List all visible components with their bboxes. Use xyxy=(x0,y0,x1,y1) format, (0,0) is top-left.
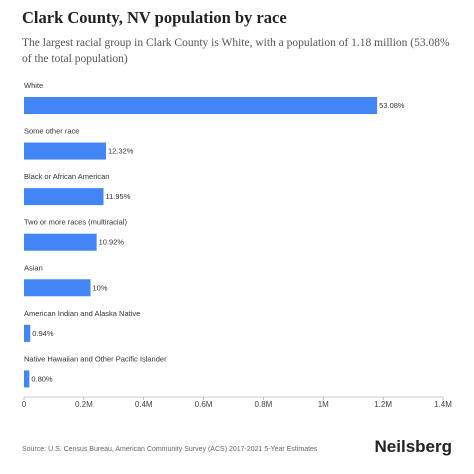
x-tick-label: 0.8M xyxy=(255,400,273,409)
value-label: 10% xyxy=(93,283,108,292)
bar xyxy=(24,97,378,114)
x-tick-label: 1M xyxy=(318,400,329,409)
category-label: Asian xyxy=(24,263,43,272)
x-tick-label: 0.6M xyxy=(195,400,213,409)
value-label: 0.94% xyxy=(32,329,54,338)
value-label: 53.08% xyxy=(379,101,405,110)
bar xyxy=(24,324,31,342)
x-tick-label: 0 xyxy=(22,400,27,409)
value-label: 12.32% xyxy=(108,147,134,156)
bar xyxy=(24,370,30,388)
bar xyxy=(24,233,97,251)
x-tick-label: 1.4M xyxy=(434,400,452,409)
category-label: Some other race xyxy=(24,127,79,136)
x-tick-label: 1.2M xyxy=(374,400,392,409)
bar xyxy=(24,188,104,206)
chart-title: Clark County, NV population by race xyxy=(22,8,287,27)
category-label: American Indian and Alaska Native xyxy=(24,309,140,318)
value-label: 10.92% xyxy=(99,238,125,247)
chart-subtitle: The largest racial group in Clark County… xyxy=(22,37,450,65)
brand-logo: Neilsberg xyxy=(374,437,452,456)
category-label: Black or African American xyxy=(24,172,109,181)
category-label: Native Hawaiian and Other Pacific Island… xyxy=(24,354,167,363)
bar xyxy=(24,279,91,297)
x-tick-label: 0.2M xyxy=(75,400,93,409)
value-label: 0.80% xyxy=(31,374,53,383)
category-label: Two or more races (multiracial) xyxy=(24,218,127,227)
source-note: Source: U.S. Census Bureau, American Com… xyxy=(22,446,318,453)
bar xyxy=(24,142,106,160)
category-label: White xyxy=(24,81,43,90)
value-label: 11.95% xyxy=(105,192,130,201)
x-tick-label: 0.4M xyxy=(135,400,153,409)
